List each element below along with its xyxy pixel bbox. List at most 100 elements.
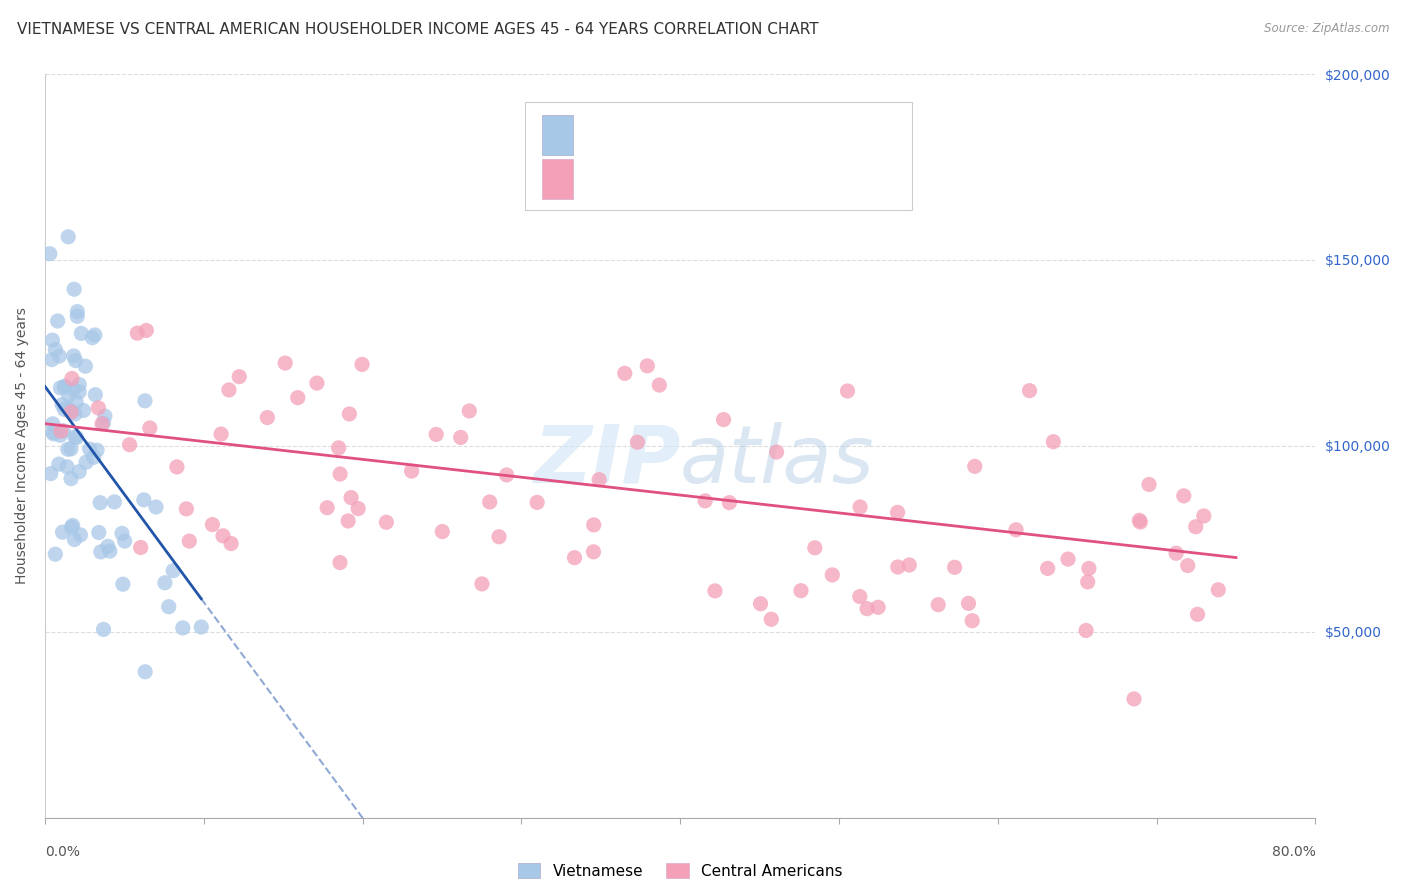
Point <box>582 545 605 559</box>
Point <box>49 424 72 438</box>
Point <box>162 564 184 578</box>
Point <box>62 349 84 363</box>
Text: N =: N = <box>679 128 723 143</box>
Point <box>67 377 90 392</box>
Point <box>41 333 63 347</box>
Point <box>82 331 104 345</box>
Point <box>1057 552 1080 566</box>
Point <box>375 515 398 529</box>
Point <box>305 376 328 390</box>
Point <box>111 577 134 591</box>
Point <box>718 495 741 509</box>
Point <box>588 473 610 487</box>
Point <box>564 550 586 565</box>
Point <box>46 314 69 328</box>
Point <box>60 405 83 419</box>
Point <box>52 424 75 438</box>
Point <box>790 583 813 598</box>
Point <box>93 623 115 637</box>
Point <box>97 539 120 553</box>
Point <box>134 393 156 408</box>
Point <box>425 427 447 442</box>
Point <box>60 405 83 419</box>
Point <box>761 612 783 626</box>
Point <box>886 505 908 519</box>
Point <box>1018 384 1040 398</box>
Point <box>75 455 97 469</box>
Point <box>1192 508 1215 523</box>
Text: N =: N = <box>679 171 723 186</box>
Point <box>749 597 772 611</box>
Point <box>960 614 983 628</box>
Text: -0.230: -0.230 <box>619 171 673 186</box>
Point <box>65 431 87 445</box>
Point <box>62 383 84 397</box>
Point <box>1042 434 1064 449</box>
Point <box>458 404 481 418</box>
Point <box>329 467 352 481</box>
Point <box>488 530 510 544</box>
Point <box>478 495 501 509</box>
Point <box>67 465 90 479</box>
Point <box>176 501 198 516</box>
Point <box>887 560 910 574</box>
Point <box>58 230 80 244</box>
Point <box>613 367 636 381</box>
Point <box>471 577 494 591</box>
Point <box>44 343 66 357</box>
Text: VIETNAMESE VS CENTRAL AMERICAN HOUSEHOLDER INCOME AGES 45 - 64 YEARS CORRELATION: VIETNAMESE VS CENTRAL AMERICAN HOUSEHOLD… <box>17 22 818 37</box>
Point <box>98 544 121 558</box>
Point <box>1208 582 1230 597</box>
Point <box>347 501 370 516</box>
Point <box>67 384 90 399</box>
Point <box>179 534 201 549</box>
Point <box>218 383 240 397</box>
Point <box>69 528 91 542</box>
Point <box>65 395 87 409</box>
Point <box>209 427 232 442</box>
Text: Source: ZipAtlas.com: Source: ZipAtlas.com <box>1264 22 1389 36</box>
Point <box>56 401 79 416</box>
Text: 0.0%: 0.0% <box>45 845 80 859</box>
Point <box>1123 692 1146 706</box>
Point <box>72 403 94 417</box>
Point <box>56 442 79 457</box>
Point <box>1036 561 1059 575</box>
Point <box>1173 489 1195 503</box>
Point <box>87 525 110 540</box>
Point <box>94 409 117 424</box>
Point <box>495 467 517 482</box>
Point <box>38 246 60 260</box>
Point <box>636 359 658 373</box>
Point <box>139 421 162 435</box>
Point <box>943 560 966 574</box>
Point <box>86 443 108 458</box>
Y-axis label: Householder Income Ages 45 - 64 years: Householder Income Ages 45 - 64 years <box>15 308 30 584</box>
Point <box>145 500 167 514</box>
Point <box>118 438 141 452</box>
Legend: Vietnamese, Central Americans: Vietnamese, Central Americans <box>512 856 849 885</box>
Point <box>41 352 63 367</box>
Point <box>856 601 879 615</box>
Point <box>103 495 125 509</box>
Point <box>135 323 157 337</box>
Point <box>582 517 605 532</box>
Text: atlas: atlas <box>681 422 875 500</box>
Point <box>48 457 70 471</box>
Point <box>53 379 76 393</box>
Point <box>849 500 872 514</box>
Point <box>526 495 548 509</box>
Point <box>60 371 83 385</box>
Point <box>329 556 352 570</box>
Point <box>56 459 79 474</box>
Point <box>765 445 787 459</box>
Point <box>172 621 194 635</box>
Point <box>51 398 73 412</box>
Point <box>963 459 986 474</box>
Text: 80.0%: 80.0% <box>1271 845 1316 859</box>
Point <box>60 472 83 486</box>
Point <box>849 590 872 604</box>
Point <box>337 514 360 528</box>
Point <box>450 430 472 444</box>
Point <box>1077 561 1099 575</box>
